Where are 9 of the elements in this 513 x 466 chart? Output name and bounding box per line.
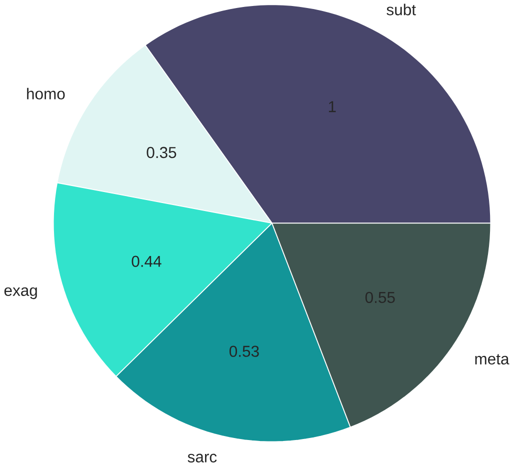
slice-label: subt [386, 4, 416, 16]
data-label: 0.53 [229, 346, 259, 357]
slice-label: homo [27, 88, 65, 100]
data-label: 0.35 [146, 146, 176, 158]
slice-label: exag [4, 287, 37, 299]
slice-label: meta [475, 354, 510, 364]
data-label: 1 [328, 101, 336, 112]
data-label: 0.44 [132, 256, 162, 267]
slice-label: sarc [188, 454, 217, 462]
